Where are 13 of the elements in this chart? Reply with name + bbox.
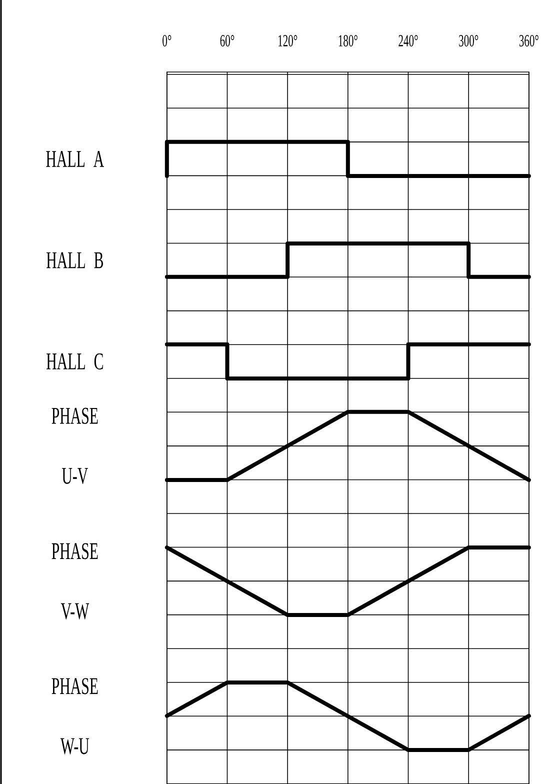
- x-tick-label: 240°: [398, 34, 418, 46]
- x-tick-label: 120°: [278, 34, 298, 46]
- x-tick-label: 0°: [162, 34, 172, 46]
- x-tick-label: 300°: [459, 34, 478, 46]
- text: HALL B: [46, 252, 103, 268]
- text: HALL C: [46, 353, 103, 370]
- text: PHASE U-V: [52, 408, 98, 484]
- text: PHASE V-W: [52, 543, 98, 620]
- text: HALL A: [46, 151, 104, 167]
- text: PHASE W-U: [52, 678, 98, 754]
- x-tick-label: 360°: [519, 34, 538, 46]
- x-tick-label: 180°: [338, 34, 358, 46]
- x-tick-label: 60°: [220, 34, 234, 46]
